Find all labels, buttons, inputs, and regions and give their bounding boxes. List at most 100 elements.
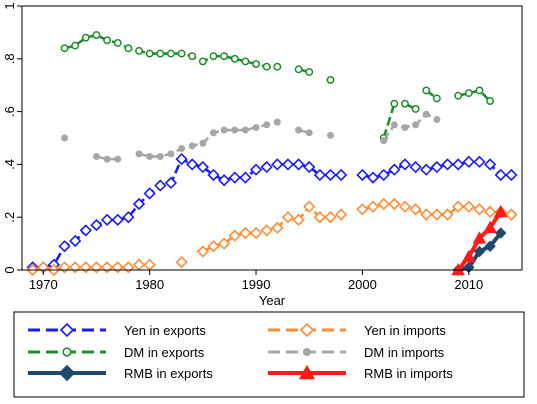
data-point — [135, 46, 143, 55]
legend-label: DM in imports — [364, 345, 445, 360]
data-point — [273, 118, 281, 126]
data-point — [188, 52, 197, 61]
data-point — [305, 68, 314, 76]
data-point — [58, 364, 76, 382]
data-point — [262, 62, 271, 71]
data-point — [177, 49, 186, 58]
data-point — [462, 155, 475, 168]
data-point — [366, 200, 380, 213]
data-point — [100, 213, 114, 226]
data-point — [62, 347, 72, 357]
data-point — [166, 49, 175, 58]
x-tick-label: 2010 — [454, 277, 483, 292]
data-point — [303, 200, 316, 213]
data-point — [231, 126, 239, 134]
data-point — [454, 91, 463, 100]
data-point — [230, 54, 239, 63]
data-point — [186, 158, 199, 171]
data-point — [132, 197, 146, 211]
data-point — [313, 168, 327, 182]
data-point — [154, 179, 167, 192]
data-point — [398, 158, 412, 171]
data-point — [483, 205, 497, 219]
data-point — [196, 160, 209, 174]
data-point — [356, 203, 369, 216]
data-point — [294, 65, 303, 74]
data-point — [409, 160, 422, 174]
legend-box — [13, 311, 525, 398]
data-point — [390, 121, 398, 129]
data-point — [175, 152, 188, 166]
data-point — [156, 152, 164, 160]
data-point — [292, 213, 305, 226]
x-axis-label: Year — [259, 293, 286, 308]
data-point — [302, 347, 312, 357]
data-point — [473, 245, 486, 258]
data-point — [388, 197, 401, 211]
data-point — [422, 86, 431, 95]
x-tick-label: 1990 — [242, 277, 271, 292]
data-point — [493, 204, 508, 218]
plot-frame — [21, 5, 523, 271]
series-dm-in-exports — [60, 31, 495, 142]
data-point — [462, 200, 475, 213]
data-point — [411, 105, 420, 113]
legend-item: RMB in exports — [28, 364, 213, 382]
data-point — [196, 245, 209, 258]
data-point — [188, 142, 196, 150]
y-tick-label: .8 — [2, 53, 17, 64]
data-point — [432, 94, 441, 103]
data-point — [398, 200, 412, 213]
data-point — [484, 240, 496, 252]
data-point — [217, 237, 231, 250]
data-point — [281, 158, 295, 171]
data-point — [260, 160, 273, 174]
data-point — [71, 41, 80, 50]
data-point — [420, 208, 433, 221]
data-point — [377, 197, 390, 211]
data-point — [143, 187, 156, 200]
data-point — [92, 31, 101, 39]
data-point — [335, 208, 348, 221]
legend-item: Yen in imports — [268, 322, 446, 338]
data-point — [241, 57, 250, 66]
data-point — [380, 137, 388, 145]
data-point — [324, 168, 337, 182]
x-tick-label: 1980 — [135, 277, 164, 292]
y-tick-label: 0 — [2, 266, 17, 273]
data-point — [483, 158, 497, 171]
data-point — [451, 262, 466, 276]
data-point — [81, 33, 90, 42]
data-point — [124, 44, 133, 53]
data-point — [390, 99, 399, 108]
data-point — [505, 208, 518, 221]
data-point — [441, 208, 454, 221]
legend-item: RMB in imports — [268, 364, 453, 381]
data-point — [103, 36, 112, 45]
data-point — [178, 145, 186, 153]
data-point — [324, 211, 337, 224]
data-point — [401, 99, 409, 108]
data-point — [452, 200, 465, 213]
data-point — [103, 155, 111, 163]
data-point — [433, 116, 441, 124]
data-point — [198, 57, 207, 66]
data-point — [295, 126, 303, 134]
y-tick-label: .4 — [2, 159, 17, 170]
data-point — [326, 75, 335, 84]
data-point — [122, 211, 135, 224]
data-point — [209, 52, 218, 61]
data-point — [252, 60, 260, 69]
data-point — [356, 168, 369, 182]
data-point — [111, 213, 124, 226]
series-dm-in-imports — [61, 110, 441, 163]
data-point — [135, 150, 143, 158]
data-point — [483, 220, 497, 234]
legend-item: Yen in exports — [28, 322, 206, 338]
data-point — [422, 110, 430, 118]
data-point — [313, 211, 327, 224]
y-tick-label: 1 — [2, 2, 17, 9]
data-point — [249, 163, 263, 176]
legend-label: RMB in exports — [124, 366, 213, 381]
data-point — [90, 218, 103, 232]
